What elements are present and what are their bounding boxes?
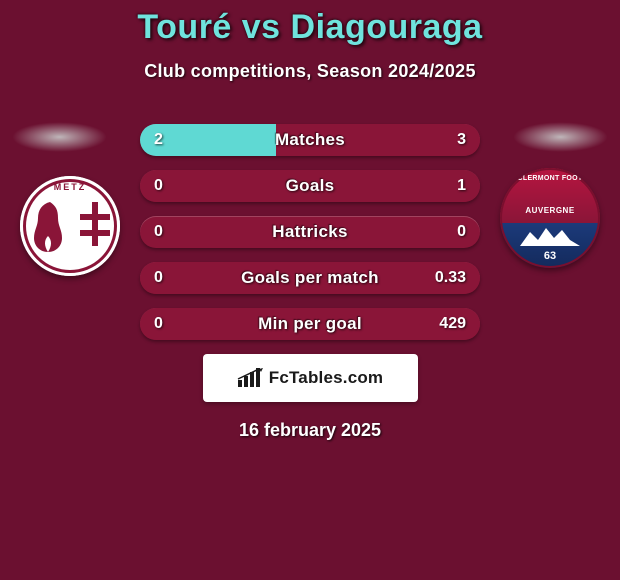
stat-right-value: 3 (457, 124, 466, 156)
date-text: 16 february 2025 (0, 420, 620, 441)
stats-bars: 2Matches30Goals10Hattricks00Goals per ma… (0, 124, 620, 340)
stat-right-value: 429 (439, 308, 466, 340)
stat-label: Matches (140, 124, 480, 156)
page-title: Touré vs Diagouraga (0, 8, 620, 47)
stat-label: Min per goal (140, 308, 480, 340)
comparison-infographic: Touré vs Diagouraga Club competitions, S… (0, 0, 620, 580)
stat-right-value: 0 (457, 216, 466, 248)
brand-label: FcTables.com (269, 368, 384, 388)
stat-right-value: 1 (457, 170, 466, 202)
brand-badge[interactable]: FcTables.com (203, 354, 418, 402)
stat-row: 0Hattricks0 (140, 216, 480, 248)
stat-row: 0Goals1 (140, 170, 480, 202)
stat-label: Goals (140, 170, 480, 202)
stat-right-value: 0.33 (435, 262, 466, 294)
stat-label: Goals per match (140, 262, 480, 294)
stat-row: 0Min per goal429 (140, 308, 480, 340)
stat-row: 2Matches3 (140, 124, 480, 156)
stat-row: 0Goals per match0.33 (140, 262, 480, 294)
page-subtitle: Club competitions, Season 2024/2025 (0, 61, 620, 82)
bar-chart-icon (237, 368, 263, 388)
content-area: Touré vs Diagouraga Club competitions, S… (0, 0, 620, 441)
stat-label: Hattricks (140, 216, 480, 248)
